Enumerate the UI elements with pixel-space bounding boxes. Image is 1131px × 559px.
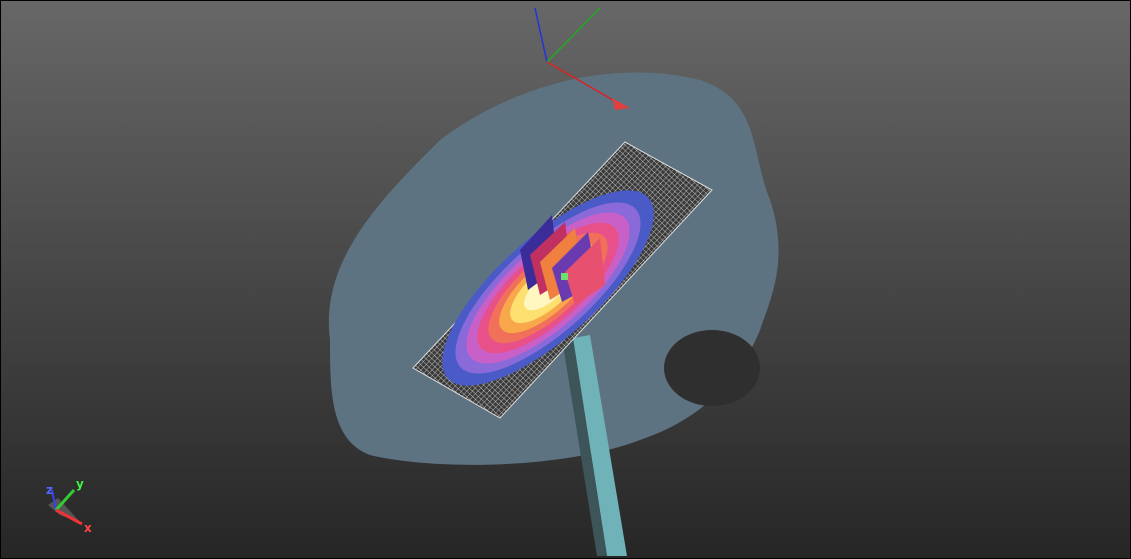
- x-label: x: [84, 521, 92, 535]
- bar-cluster: [520, 215, 605, 305]
- hole: [664, 330, 760, 406]
- world-axes: [534, 7, 630, 110]
- z-label: z: [46, 483, 53, 497]
- beam-shadow: [563, 338, 607, 556]
- axis-triad: z y x: [46, 477, 92, 535]
- beam: [573, 335, 627, 556]
- y-label: y: [76, 477, 84, 491]
